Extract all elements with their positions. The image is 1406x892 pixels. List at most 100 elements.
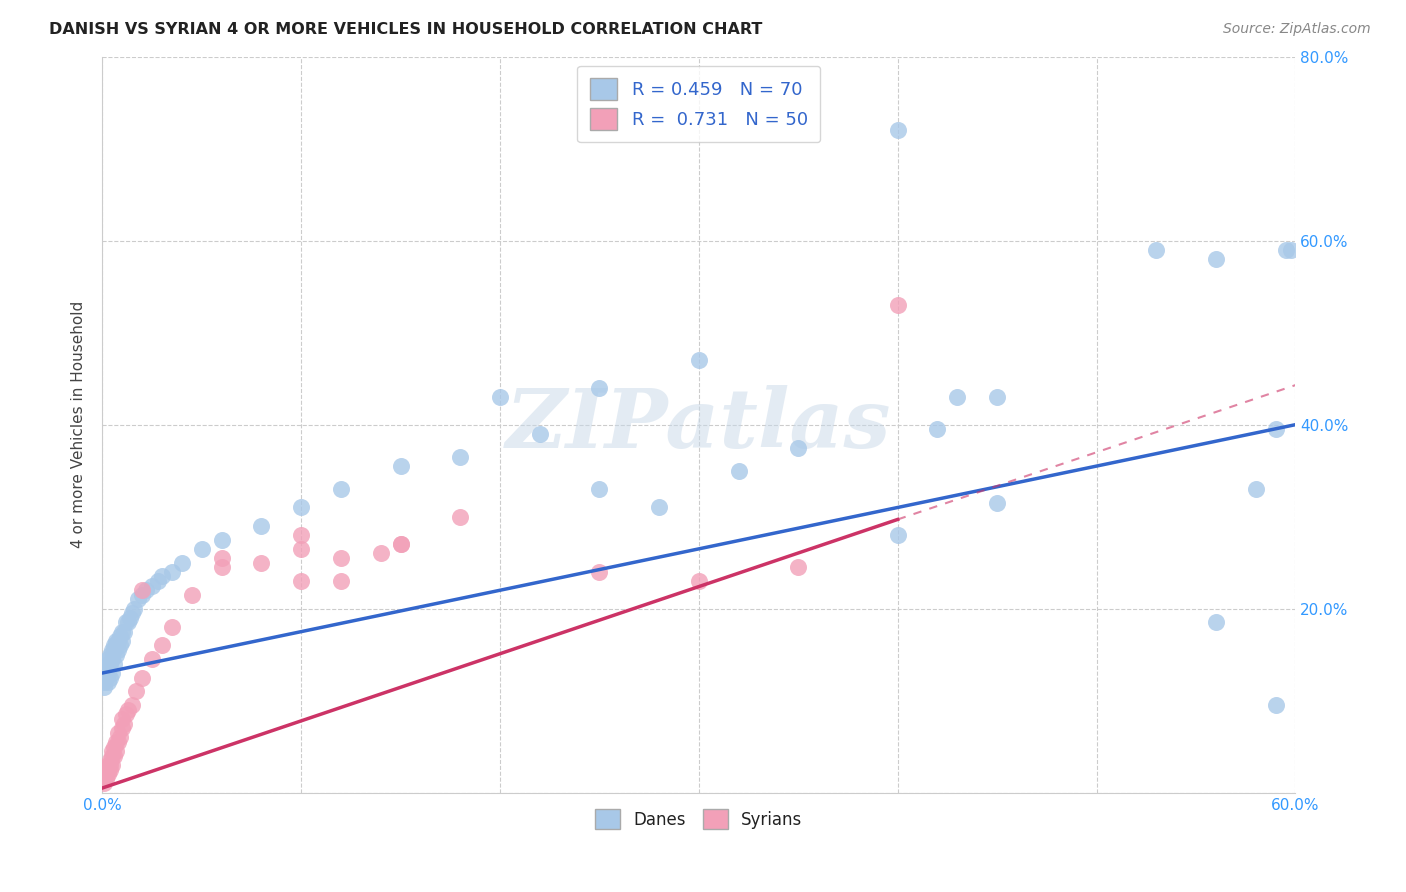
- Legend: Danes, Syrians: Danes, Syrians: [589, 802, 808, 836]
- Point: [146, 574, 169, 588]
- Point: [96, 666, 118, 681]
- Point: [101, 758, 124, 772]
- Point: [107, 726, 129, 740]
- Point: [135, 583, 157, 598]
- Point: [98, 754, 121, 768]
- Point: [105, 633, 128, 648]
- Point: [886, 123, 908, 137]
- Point: [290, 574, 312, 588]
- Point: [127, 592, 149, 607]
- Point: [118, 611, 141, 625]
- Point: [117, 703, 139, 717]
- Point: [211, 560, 233, 574]
- Point: [101, 652, 124, 666]
- Point: [370, 546, 392, 560]
- Text: ZIPatlas: ZIPatlas: [506, 384, 891, 465]
- Point: [96, 767, 118, 781]
- Point: [190, 541, 212, 556]
- Point: [449, 509, 471, 524]
- Point: [688, 353, 710, 368]
- Point: [1144, 243, 1167, 257]
- Point: [96, 763, 118, 777]
- Point: [1281, 243, 1303, 257]
- Point: [787, 441, 810, 455]
- Point: [101, 643, 124, 657]
- Y-axis label: 4 or more Vehicles in Household: 4 or more Vehicles in Household: [72, 301, 86, 549]
- Point: [160, 620, 183, 634]
- Point: [886, 528, 908, 542]
- Point: [97, 657, 120, 671]
- Point: [529, 426, 551, 441]
- Point: [211, 533, 233, 547]
- Point: [93, 772, 115, 786]
- Point: [105, 735, 128, 749]
- Point: [141, 652, 163, 666]
- Point: [986, 390, 1008, 404]
- Point: [105, 639, 128, 653]
- Point: [115, 615, 138, 630]
- Point: [103, 639, 125, 653]
- Point: [1274, 243, 1296, 257]
- Point: [1244, 482, 1267, 496]
- Point: [389, 537, 412, 551]
- Point: [489, 390, 512, 404]
- Point: [97, 652, 120, 666]
- Point: [115, 707, 138, 722]
- Point: [103, 748, 125, 763]
- Point: [107, 735, 129, 749]
- Point: [103, 739, 125, 754]
- Point: [107, 643, 129, 657]
- Point: [131, 583, 153, 598]
- Point: [112, 716, 135, 731]
- Point: [211, 551, 233, 566]
- Point: [787, 560, 810, 574]
- Point: [111, 721, 134, 735]
- Point: [141, 579, 163, 593]
- Point: [160, 565, 183, 579]
- Point: [108, 639, 131, 653]
- Point: [96, 772, 118, 786]
- Point: [727, 464, 749, 478]
- Point: [180, 588, 202, 602]
- Point: [96, 671, 118, 685]
- Point: [389, 537, 412, 551]
- Point: [125, 684, 148, 698]
- Point: [1264, 698, 1286, 713]
- Point: [946, 390, 969, 404]
- Point: [98, 758, 121, 772]
- Point: [886, 298, 908, 312]
- Text: DANISH VS SYRIAN 4 OR MORE VEHICLES IN HOUSEHOLD CORRELATION CHART: DANISH VS SYRIAN 4 OR MORE VEHICLES IN H…: [49, 22, 762, 37]
- Point: [97, 675, 120, 690]
- Point: [250, 519, 273, 533]
- Point: [588, 482, 610, 496]
- Point: [927, 422, 949, 436]
- Point: [101, 744, 124, 758]
- Point: [111, 624, 134, 639]
- Point: [93, 776, 115, 790]
- Point: [101, 666, 124, 681]
- Point: [131, 671, 153, 685]
- Point: [449, 450, 471, 464]
- Point: [150, 639, 173, 653]
- Point: [93, 675, 115, 690]
- Point: [329, 551, 352, 566]
- Point: [117, 615, 139, 630]
- Point: [170, 556, 193, 570]
- Point: [150, 569, 173, 583]
- Point: [329, 574, 352, 588]
- Point: [97, 666, 120, 681]
- Point: [290, 500, 312, 515]
- Point: [121, 698, 143, 713]
- Point: [103, 657, 125, 671]
- Point: [588, 381, 610, 395]
- Text: Source: ZipAtlas.com: Source: ZipAtlas.com: [1223, 22, 1371, 37]
- Point: [688, 574, 710, 588]
- Point: [131, 588, 153, 602]
- Point: [1205, 252, 1227, 266]
- Point: [105, 648, 128, 662]
- Point: [111, 633, 134, 648]
- Point: [1264, 422, 1286, 436]
- Point: [122, 601, 145, 615]
- Point: [107, 633, 129, 648]
- Point: [329, 482, 352, 496]
